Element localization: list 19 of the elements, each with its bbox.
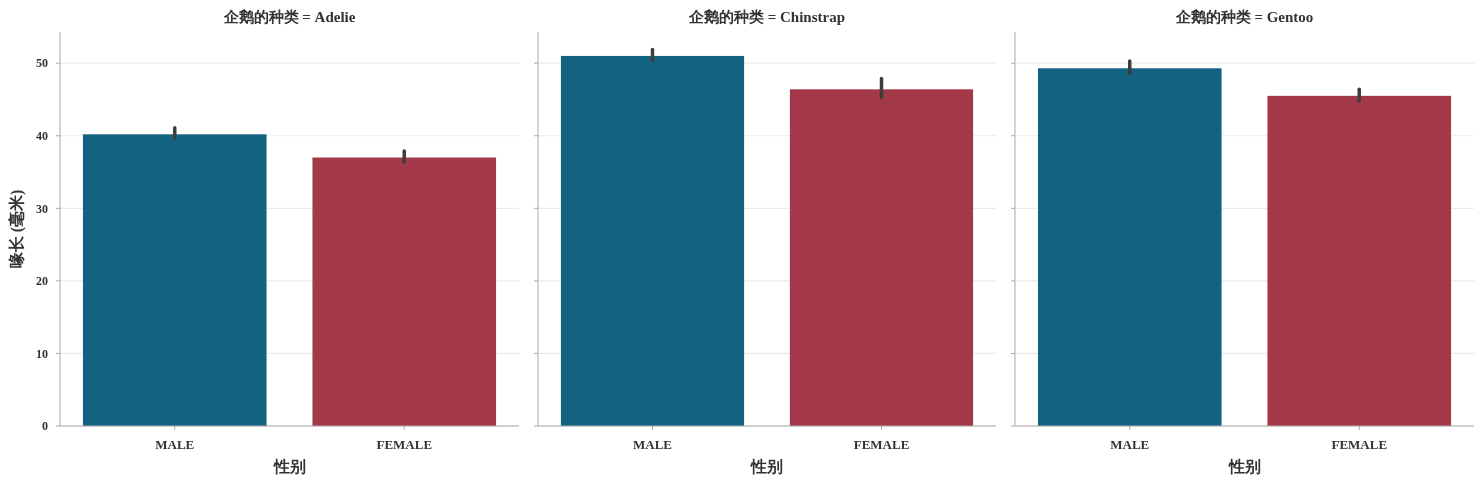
- y-tick-label: 10: [36, 346, 48, 361]
- x-axis-title: 性别: [1227, 458, 1261, 475]
- y-tick-label: 20: [36, 274, 48, 289]
- y-tick-label: 30: [36, 201, 48, 216]
- x-tick-label: MALE: [155, 437, 195, 452]
- y-tick-label: 0: [42, 419, 48, 434]
- x-tick-label: FEMALE: [853, 437, 910, 452]
- x-axis-title: 性别: [272, 458, 306, 475]
- chart-title: 企鹅的种类 = Chinstrap: [687, 9, 846, 25]
- chart-title: 企鹅的种类 = Gentoo: [1174, 9, 1314, 25]
- x-axis-title: 性别: [750, 458, 783, 475]
- y-tick-label: 50: [36, 56, 48, 71]
- x-tick-label: FEMALE: [1331, 437, 1388, 452]
- chart-title: 企鹅的种类 = Adelie: [222, 9, 356, 25]
- y-axis-title: 喙长 (毫米): [7, 189, 26, 269]
- x-tick-label: FEMALE: [376, 437, 433, 452]
- y-tick-label: 40: [36, 128, 48, 143]
- x-tick-label: MALE: [1110, 437, 1150, 452]
- x-tick-label: MALE: [633, 437, 672, 452]
